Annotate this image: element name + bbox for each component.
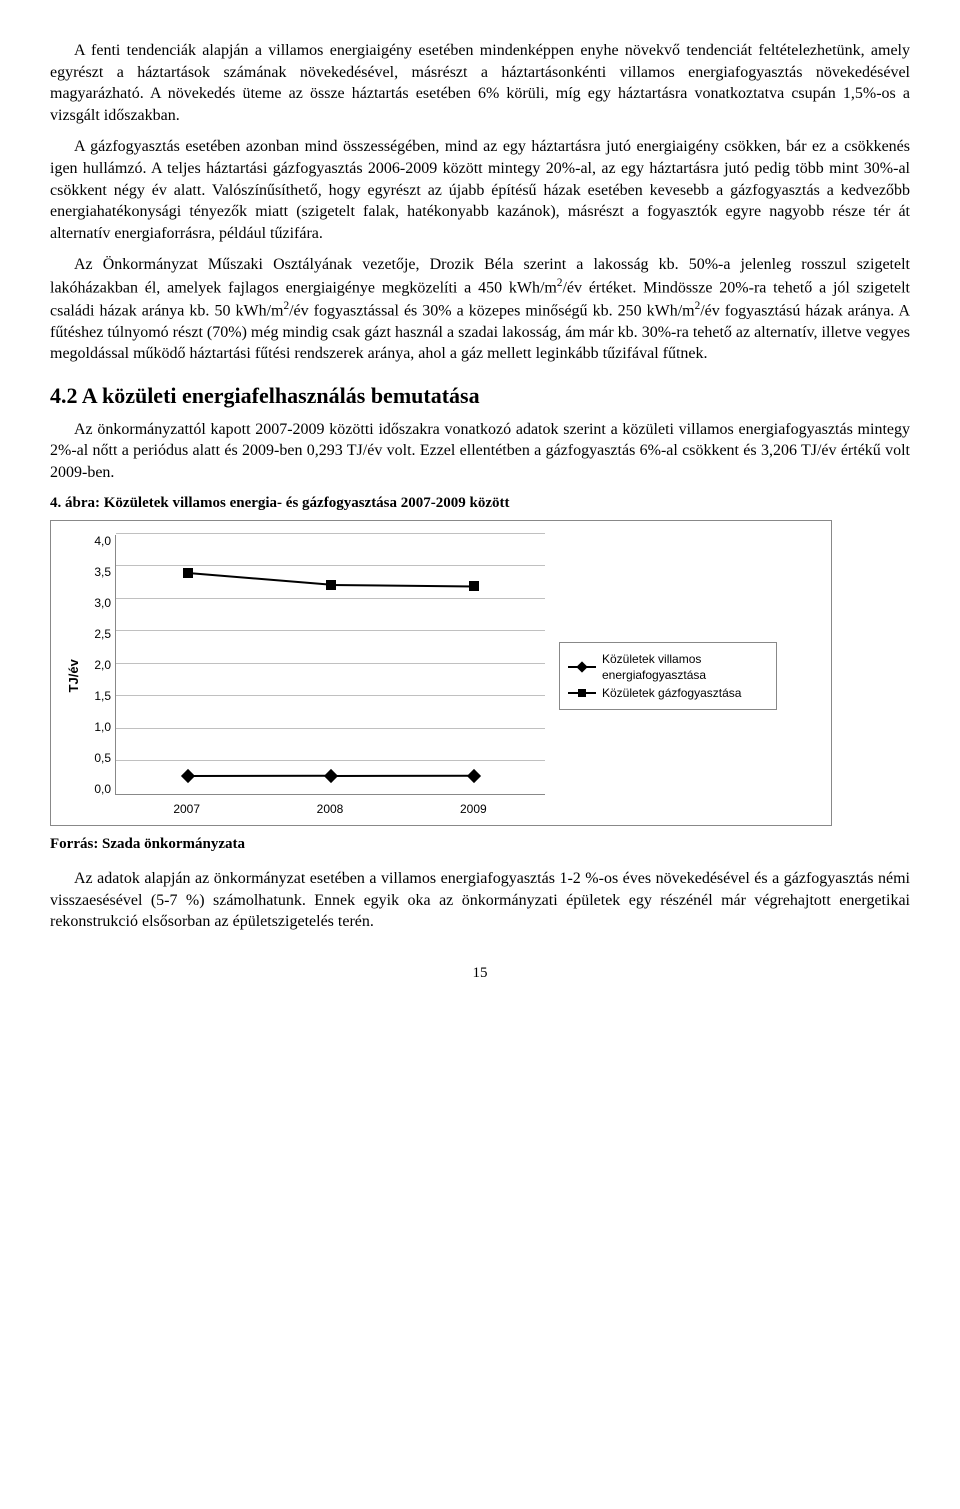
chart-source: Forrás: Szada önkormányzata — [50, 834, 910, 854]
legend-item-1: Közületek villamos energiafogyasztása — [568, 651, 768, 683]
chart-legend: Közületek villamos energiafogyasztása Kö… — [559, 642, 777, 711]
paragraph-4: Az önkormányzattól kapott 2007-2009 közö… — [50, 419, 910, 484]
chart-ylabel: TJ/év — [61, 535, 87, 817]
section-heading: 4.2 A közületi energiafelhasználás bemut… — [50, 381, 910, 411]
paragraph-2: A gázfogyasztás esetében azonban mind ös… — [50, 136, 910, 244]
chart-xticks: 200720082009 — [115, 801, 545, 817]
legend-item-2: Közületek gázfogyasztása — [568, 685, 768, 701]
paragraph-5: Az adatok alapján az önkormányzat esetéb… — [50, 868, 910, 933]
chart-yticks: 0,00,51,01,52,02,53,03,54,0 — [87, 535, 115, 795]
chart-plot — [115, 535, 545, 795]
paragraph-1: A fenti tendenciák alapján a villamos en… — [50, 40, 910, 126]
paragraph-3: Az Önkormányzat Műszaki Osztályának veze… — [50, 254, 910, 365]
page-number: 15 — [50, 963, 910, 983]
chart-caption: 4. ábra: Közületek villamos energia- és … — [50, 493, 910, 513]
chart-container: TJ/év 0,00,51,01,52,02,53,03,54,0 200720… — [50, 520, 832, 826]
